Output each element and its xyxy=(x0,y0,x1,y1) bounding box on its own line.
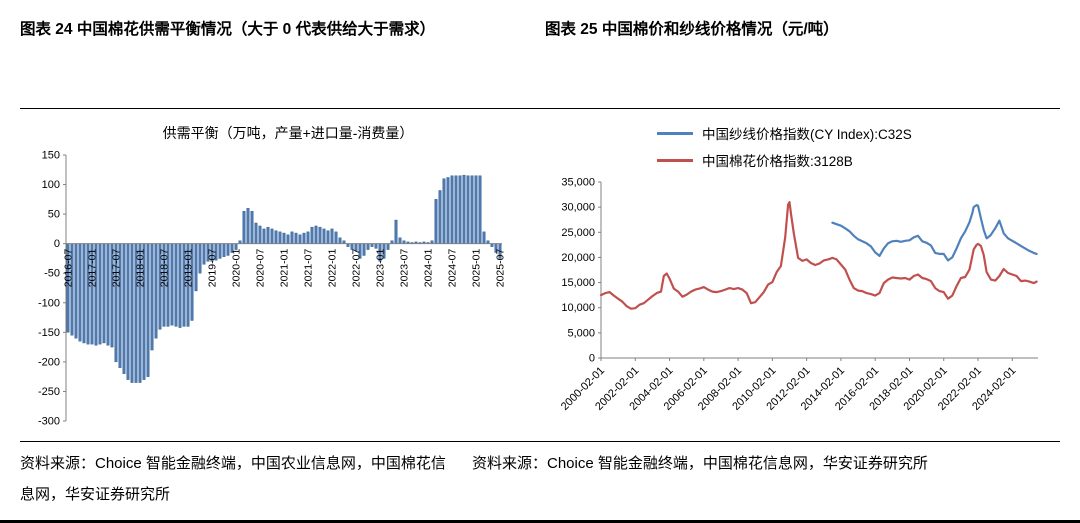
svg-text:2021-07: 2021-07 xyxy=(303,249,315,288)
svg-text:2024-07: 2024-07 xyxy=(447,249,459,288)
figure-24-title: 图表 24 中国棉花供需平衡情况（大于 0 代表供给大于需求） xyxy=(20,21,436,38)
yarn-index-legend-label: 中国纱线价格指数(CY Index):C32S xyxy=(702,127,912,142)
svg-text:20,000: 20,000 xyxy=(561,252,595,264)
svg-text:35,000: 35,000 xyxy=(561,177,595,189)
figure-24-source: 资料来源：Choice 智能金融终端，中国农业信息网，中国棉花信息网，华安证券研… xyxy=(20,455,446,503)
figure-24-chart: 供需平衡（万吨，产量+进口量-消费量） 150 100 50 0 -50 -100 -150… xyxy=(20,115,525,441)
figure-25-title: 图表 25 中国棉价和纱线价格情况（元/吨） xyxy=(545,21,839,38)
svg-text:2018-01: 2018-01 xyxy=(135,249,147,288)
divider-top xyxy=(20,108,1060,109)
svg-text:0: 0 xyxy=(589,353,595,365)
svg-text:-300: -300 xyxy=(38,416,60,426)
divider-bottom xyxy=(20,441,1060,442)
figure-24-title-cell: 图表 24 中国棉花供需平衡情况（大于 0 代表供给大于需求） xyxy=(20,4,525,108)
svg-text:2022-07: 2022-07 xyxy=(351,249,363,288)
figure-25-source: 资料来源：Choice 智能金融终端，中国棉花信息网，华安证券研究所 xyxy=(472,455,928,472)
svg-text:2023-07: 2023-07 xyxy=(399,249,411,288)
svg-text:2020-07: 2020-07 xyxy=(255,249,267,288)
svg-text:25,000: 25,000 xyxy=(561,227,595,239)
charts-row: 供需平衡（万吨，产量+进口量-消费量） 150 100 50 0 -50 -100 -150… xyxy=(20,109,1060,441)
svg-text:15,000: 15,000 xyxy=(561,277,595,289)
svg-text:5,000: 5,000 xyxy=(567,327,595,339)
svg-text:2017-07: 2017-07 xyxy=(111,249,123,288)
legend-item-cotton-index: 中国棉花价格指数:3128B xyxy=(657,150,853,170)
svg-text:2018-07: 2018-07 xyxy=(159,249,171,288)
supply-demand-bar-chart: 150 100 50 0 -50 -100 -150 -200 -250 -300 2016-07 2… xyxy=(38,150,507,426)
svg-text:2019-07: 2019-07 xyxy=(207,249,219,288)
svg-text:2025-01: 2025-01 xyxy=(471,249,483,288)
svg-text:2016-07: 2016-07 xyxy=(63,249,75,288)
figure-titles-row: 图表 24 中国棉花供需平衡情况（大于 0 代表供给大于需求） 图表 25 中国… xyxy=(20,0,1060,108)
svg-text:30,000: 30,000 xyxy=(561,202,595,214)
cotton-index-line-swatch xyxy=(657,158,693,162)
svg-text:2017-01: 2017-01 xyxy=(87,249,99,288)
svg-text:10,000: 10,000 xyxy=(561,302,595,314)
price-line-chart: 0 5,000 10,000 15,000 20,000 25,000 30,000 35,0… xyxy=(559,177,1038,413)
svg-text:100: 100 xyxy=(42,179,60,191)
svg-text:150: 150 xyxy=(42,150,60,162)
section-bottom-rule xyxy=(0,520,1080,523)
svg-text:2020-01: 2020-01 xyxy=(231,249,243,288)
legend-item-yarn-index: 中国纱线价格指数(CY Index):C32S xyxy=(657,123,912,143)
svg-text:2021-01: 2021-01 xyxy=(279,249,291,288)
svg-text:2019-01: 2019-01 xyxy=(183,249,195,288)
svg-text:2025-07: 2025-07 xyxy=(495,249,507,288)
svg-text:-250: -250 xyxy=(38,386,60,398)
svg-text:0: 0 xyxy=(54,238,60,250)
cotton-index-legend-label: 中国棉花价格指数:3128B xyxy=(702,154,853,169)
figure-25-title-cell: 图表 25 中国棉价和纱线价格情况（元/吨） xyxy=(545,4,1060,108)
svg-text:2022-01: 2022-01 xyxy=(327,249,339,288)
figure-24-chart-title: 供需平衡（万吨，产量+进口量-消费量） xyxy=(162,125,414,141)
svg-text:2024-01: 2024-01 xyxy=(423,249,435,288)
svg-text:-150: -150 xyxy=(38,327,60,339)
svg-text:-200: -200 xyxy=(38,356,60,368)
figure-25-legend: 中国纱线价格指数(CY Index):C32S 中国棉花价格指数:3128B xyxy=(657,123,1060,170)
yarn-index-line-swatch xyxy=(657,131,693,135)
svg-text:2023-01: 2023-01 xyxy=(375,249,387,288)
figure-25-chart: 中国纱线价格指数(CY Index):C32S 中国棉花价格指数:3128B 0… xyxy=(545,115,1060,441)
svg-text:-50: -50 xyxy=(44,268,60,280)
sources-row: 资料来源：Choice 智能金融终端，中国农业信息网，中国棉花信息网，华安证券研… xyxy=(20,442,1060,510)
svg-text:50: 50 xyxy=(48,209,60,221)
svg-text:-100: -100 xyxy=(38,297,60,309)
